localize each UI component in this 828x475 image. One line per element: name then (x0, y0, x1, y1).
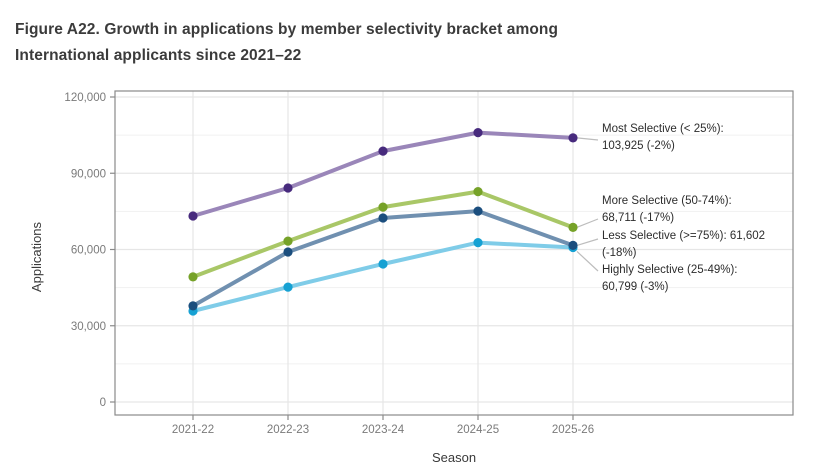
figure-title: Figure A22. Growth in applications by me… (15, 17, 775, 69)
plot-panel-border (114, 90, 794, 416)
data-point-more-selective-50-74 (378, 202, 388, 212)
x-tick-label: 2025-26 (552, 424, 594, 436)
data-point-less-selective-75 (378, 213, 388, 223)
annotation-more-selective: More Selective (50-74%): 68,711 (-17%) (602, 193, 807, 227)
x-tick-label: 2022-23 (267, 424, 309, 436)
figure-title-line2: International applicants since 2021–22 (15, 47, 302, 64)
y-tick-label: 30,000 (71, 321, 106, 333)
leader-line-most-selective-25 (576, 137, 599, 141)
annotation-highly-selective-line1: Highly Selective (25-49%): (602, 264, 738, 276)
annotation-more-selective-line1: More Selective (50-74%): (602, 195, 732, 207)
y-tick-label: 120,000 (64, 92, 106, 104)
data-point-more-selective-50-74 (568, 222, 578, 232)
y-tick-label: 90,000 (71, 168, 106, 180)
data-point-most-selective-25 (473, 128, 483, 138)
y-tick-label: 60,000 (71, 245, 106, 257)
x-tick-label: 2021-22 (172, 424, 214, 436)
data-point-most-selective-25 (188, 211, 198, 221)
data-point-most-selective-25 (283, 183, 293, 193)
y-tick-label: 0 (100, 397, 106, 409)
data-point-more-selective-50-74 (473, 187, 483, 197)
annotation-less-selective: Less Selective (>=75%): 61,602 (-18%) (602, 228, 807, 262)
figure-title-line1: Figure A22. Growth in applications by me… (15, 21, 559, 38)
x-axis-title: Season (432, 450, 476, 465)
annotation-most-selective-line1: Most Selective (< 25%): (602, 123, 724, 135)
x-tick-label: 2024-25 (457, 424, 499, 436)
data-point-most-selective-25 (568, 133, 578, 143)
data-point-highly-selective-25-49 (283, 282, 293, 292)
data-point-highly-selective-25-49 (378, 259, 388, 269)
data-point-less-selective-75 (568, 240, 578, 250)
data-point-less-selective-75 (283, 247, 293, 257)
leader-line-less-selective-75 (576, 238, 599, 247)
y-axis-title: Applications (29, 221, 44, 292)
annotation-less-selective-line1: Less Selective (>=75%): 61,602 (602, 230, 766, 242)
leader-line-more-selective-50-74 (576, 218, 599, 228)
annotation-highly-selective-line2: 60,799 (-3%) (602, 281, 669, 293)
annotation-most-selective-line2: 103,925 (-2%) (602, 140, 675, 152)
annotation-less-selective-line2: (-18%) (602, 247, 637, 259)
data-point-less-selective-75 (473, 206, 483, 216)
data-point-more-selective-50-74 (283, 236, 293, 246)
leader-line-highly-selective-25-49 (576, 251, 599, 272)
annotation-highly-selective: Highly Selective (25-49%): 60,799 (-3%) (602, 262, 807, 296)
data-point-less-selective-75 (188, 301, 198, 311)
data-point-most-selective-25 (378, 146, 388, 156)
annotation-more-selective-line2: 68,711 (-17%) (602, 212, 675, 224)
x-tick-label: 2023-24 (362, 424, 405, 436)
data-point-highly-selective-25-49 (473, 238, 483, 248)
annotation-most-selective: Most Selective (< 25%): 103,925 (-2%) (602, 121, 807, 155)
data-point-more-selective-50-74 (188, 272, 198, 282)
